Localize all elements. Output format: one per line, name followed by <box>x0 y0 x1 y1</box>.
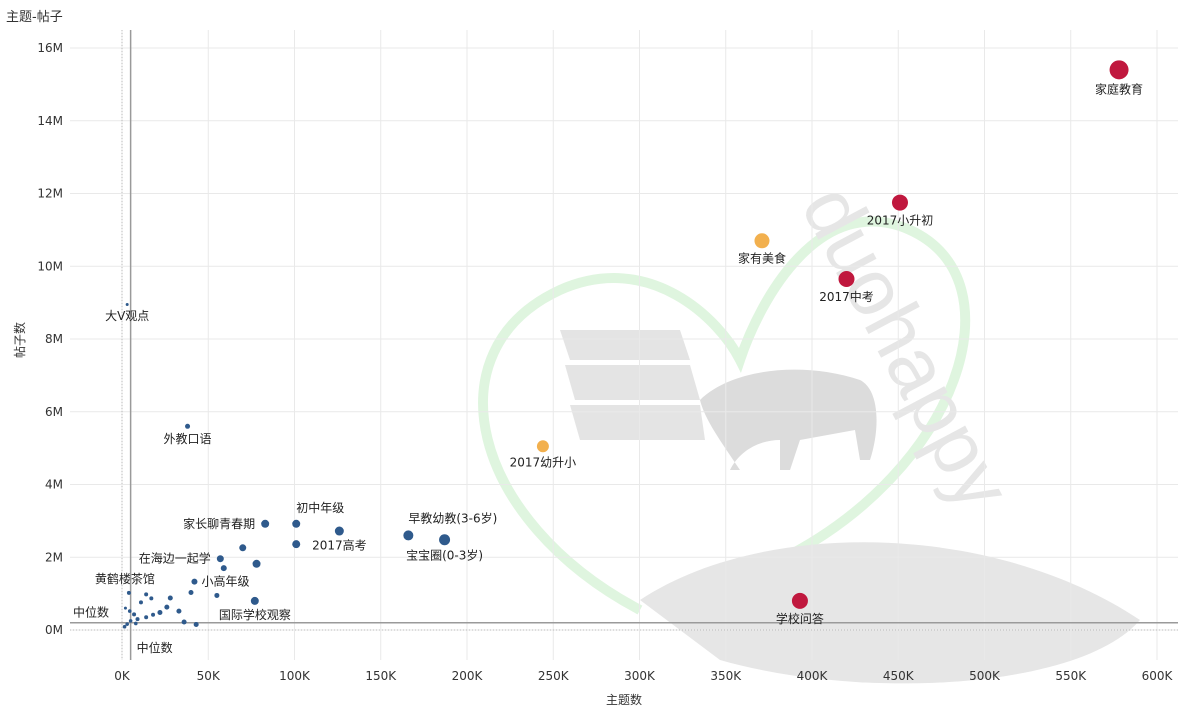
scatter-point <box>250 596 259 605</box>
x-tick-label: 450K <box>883 669 915 683</box>
x-tick-label: 100K <box>279 669 311 683</box>
scatter-point <box>132 612 137 617</box>
scatter-point <box>838 270 855 287</box>
x-tick-label: 550K <box>1055 669 1087 683</box>
point-label: 2017中考 <box>819 289 874 304</box>
point-label: 大V观点 <box>105 309 149 323</box>
x-tick-label: 0K <box>114 669 131 683</box>
y-tick-label: 8M <box>45 332 63 346</box>
scatter-point <box>891 194 908 211</box>
scatter-point <box>214 592 220 598</box>
y-axis-ticks: 0M 2M 4M 6M 8M 10M 12M 14M 16M <box>37 41 63 637</box>
scatter-point <box>176 608 182 614</box>
scatter-point <box>128 619 133 623</box>
point-label: 在海边一起学 <box>139 551 211 566</box>
scatter-point <box>292 540 301 549</box>
scatter-point <box>239 544 247 552</box>
x-tick-label: 150K <box>365 669 397 683</box>
scatter-point <box>791 592 808 609</box>
y-tick-label: 6M <box>45 405 63 419</box>
scatter-point <box>185 423 191 429</box>
point-label: 早教幼教(3-6岁) <box>408 510 497 525</box>
x-tick-label: 350K <box>710 669 742 683</box>
watermark-leaf <box>640 542 1140 684</box>
scatter-point <box>151 612 156 617</box>
scatter-point <box>144 615 149 620</box>
scatter-point <box>216 555 224 563</box>
scatter-point <box>536 440 549 453</box>
y-tick-label: 4M <box>45 478 63 492</box>
scatter-point <box>138 600 143 605</box>
scatter-point <box>439 534 451 546</box>
scatter-point <box>125 302 129 306</box>
point-label: 初中年级 <box>296 500 344 515</box>
x-tick-label: 500K <box>969 669 1001 683</box>
y-tick-label: 14M <box>37 114 63 128</box>
point-label: 黄鹤楼茶馆 <box>95 571 155 586</box>
scatter-point <box>292 519 301 528</box>
watermark-books <box>560 330 705 440</box>
scatter-point <box>122 624 127 629</box>
x-axis-ticks: 0K 50K 100K 150K 200K 250K 300K 350K 400K 450K 500… <box>114 669 1173 683</box>
x-tick-label: 400K <box>797 669 829 683</box>
point-label: 外教口语 <box>164 431 212 446</box>
scatter-point <box>754 233 770 249</box>
scatter-point <box>135 617 140 622</box>
y-tick-label: 16M <box>37 41 63 55</box>
scatter-point <box>1109 60 1129 80</box>
point-label: 小高年级 <box>201 574 249 589</box>
x-tick-label: 600K <box>1142 669 1174 683</box>
sheet-title: 主题-帖子 <box>6 10 63 25</box>
scatter-point <box>188 590 194 596</box>
watermark-heart-outline <box>478 216 971 615</box>
x-median-label: 中位数 <box>137 640 173 655</box>
scatter-point <box>403 530 414 541</box>
scatter-point <box>144 592 149 597</box>
x-tick-label: 50K <box>197 669 221 683</box>
y-tick-label: 12M <box>37 187 63 201</box>
scatter-point <box>181 619 187 625</box>
y-tick-label: 10M <box>37 259 63 273</box>
watermark-bull <box>700 369 877 470</box>
point-label: 宝宝圈(0-3岁) <box>406 547 483 562</box>
point-label: 国际学校观察 <box>219 607 291 622</box>
point-label: 家有美食 <box>738 250 786 265</box>
scatter-point <box>261 519 270 528</box>
scatter-point <box>157 610 163 616</box>
y-axis-title: 帖子数 <box>12 322 27 358</box>
x-tick-label: 250K <box>538 669 570 683</box>
point-label: 学校问答 <box>776 611 824 626</box>
grid <box>70 30 1178 660</box>
scatter-point <box>164 604 170 610</box>
scatter-point <box>191 578 198 585</box>
scatter-point <box>193 622 199 628</box>
scatter-point <box>167 595 173 601</box>
scatter-point <box>123 606 127 610</box>
scatter-point <box>149 596 154 601</box>
point-label: 2017小升初 <box>867 214 934 228</box>
point-label: 2017高考 <box>312 538 367 553</box>
scatter-point <box>220 565 227 572</box>
point-label: 2017幼升小 <box>510 455 577 469</box>
y-tick-label: 2M <box>45 550 63 564</box>
point-label: 家庭教育 <box>1095 81 1143 96</box>
scatter-point <box>125 622 129 626</box>
x-tick-label: 200K <box>452 669 484 683</box>
scatter-point <box>334 526 344 536</box>
scatter-point <box>126 590 131 595</box>
y-tick-label: 0M <box>45 623 63 637</box>
x-axis-title: 主题数 <box>606 692 642 707</box>
point-label: 家长聊青春期 <box>183 516 255 531</box>
data-points <box>122 60 1129 629</box>
x-tick-label: 300K <box>624 669 656 683</box>
scatter-point <box>127 609 132 613</box>
scatter-point <box>252 559 261 568</box>
scatter-point <box>134 621 138 626</box>
y-median-label: 中位数 <box>73 605 109 620</box>
